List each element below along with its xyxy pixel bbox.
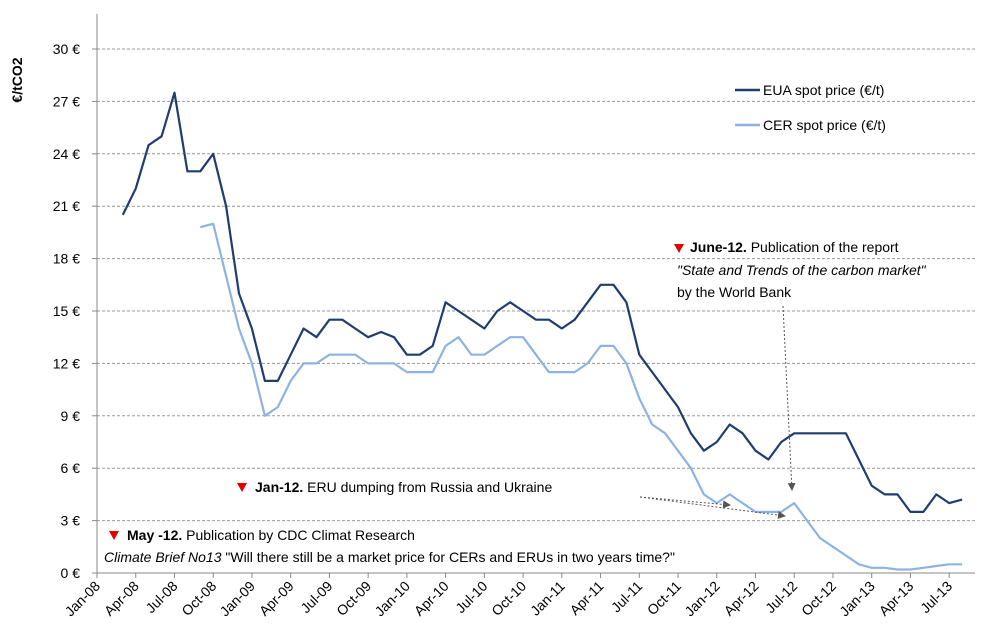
annotation: by the World Bank — [677, 284, 792, 300]
x-tick-label: Apr-12 — [721, 578, 762, 619]
x-tick-label: Jan-10 — [371, 578, 413, 620]
y-tick-label: 3 € — [61, 513, 81, 529]
arrow — [782, 305, 796, 491]
annotation: May -12. Publication by CDC Climat Resea… — [127, 527, 415, 543]
annotation: Jan-12. ERU dumping from Russia and Ukra… — [255, 479, 552, 495]
x-tick-label: Jan-09 — [216, 578, 258, 620]
y-tick-label: 18 € — [53, 251, 80, 267]
marker — [109, 531, 119, 540]
y-tick-label: 15 € — [53, 303, 80, 319]
y-tick-label: 21 € — [53, 198, 80, 214]
x-tick-label: Oct-11 — [644, 578, 684, 618]
x-tick-label: Apr-11 — [566, 578, 606, 618]
y-tick-label: 27 € — [53, 93, 80, 109]
y-tick-label: 6 € — [61, 460, 81, 476]
x-tick-label: Jan-08 — [62, 578, 104, 620]
x-tick-label: Oct-09 — [333, 578, 374, 619]
x-tick-label: Jul-10 — [452, 578, 490, 616]
x-tick-label: Apr-13 — [876, 578, 917, 619]
x-tick-label: Jul-09 — [297, 578, 335, 616]
x-tick-label: Jul-13 — [917, 578, 955, 616]
legend-label: CER spot price (€/t) — [763, 117, 886, 133]
x-tick-label: Jan-12 — [681, 578, 723, 620]
series-line — [200, 222, 963, 571]
arrow — [639, 496, 786, 520]
x-tick-label: Jul-08 — [142, 578, 180, 616]
marker — [237, 483, 247, 492]
x-tick-label: Apr-10 — [411, 578, 452, 619]
annotation: June-12. Publication of the report — [690, 239, 899, 255]
series-line — [121, 91, 963, 513]
y-tick-label: 0 € — [61, 565, 81, 581]
annotation: Climate Brief No13 "Will there still be … — [104, 549, 675, 565]
y-tick-label: 24 € — [53, 146, 80, 162]
annotation: "State and Trends of the carbon market" — [677, 262, 927, 278]
x-tick-label: Apr-08 — [101, 578, 142, 619]
marker — [674, 244, 684, 253]
y-tick-label: 12 € — [53, 355, 80, 371]
x-tick-label: Jul-11 — [608, 578, 646, 616]
y-axis-label: €/tCO2 — [9, 57, 25, 102]
y-tick-label: 30 € — [53, 41, 80, 57]
x-tick-label: Apr-09 — [256, 578, 297, 619]
x-tick-label: Jan-11 — [527, 578, 568, 619]
arrow — [639, 496, 731, 509]
y-tick-label: 9 € — [61, 408, 81, 424]
x-tick-label: Jul-12 — [762, 578, 800, 616]
x-tick-label: Oct-10 — [488, 578, 529, 619]
legend: EUA spot price (€/t) CER spot price (€/t) — [735, 82, 886, 133]
x-tick-label: Oct-12 — [798, 578, 839, 619]
legend-label: EUA spot price (€/t) — [763, 82, 884, 98]
x-tick-label: Jan-13 — [836, 578, 878, 620]
x-tick-label: Oct-08 — [178, 578, 219, 619]
